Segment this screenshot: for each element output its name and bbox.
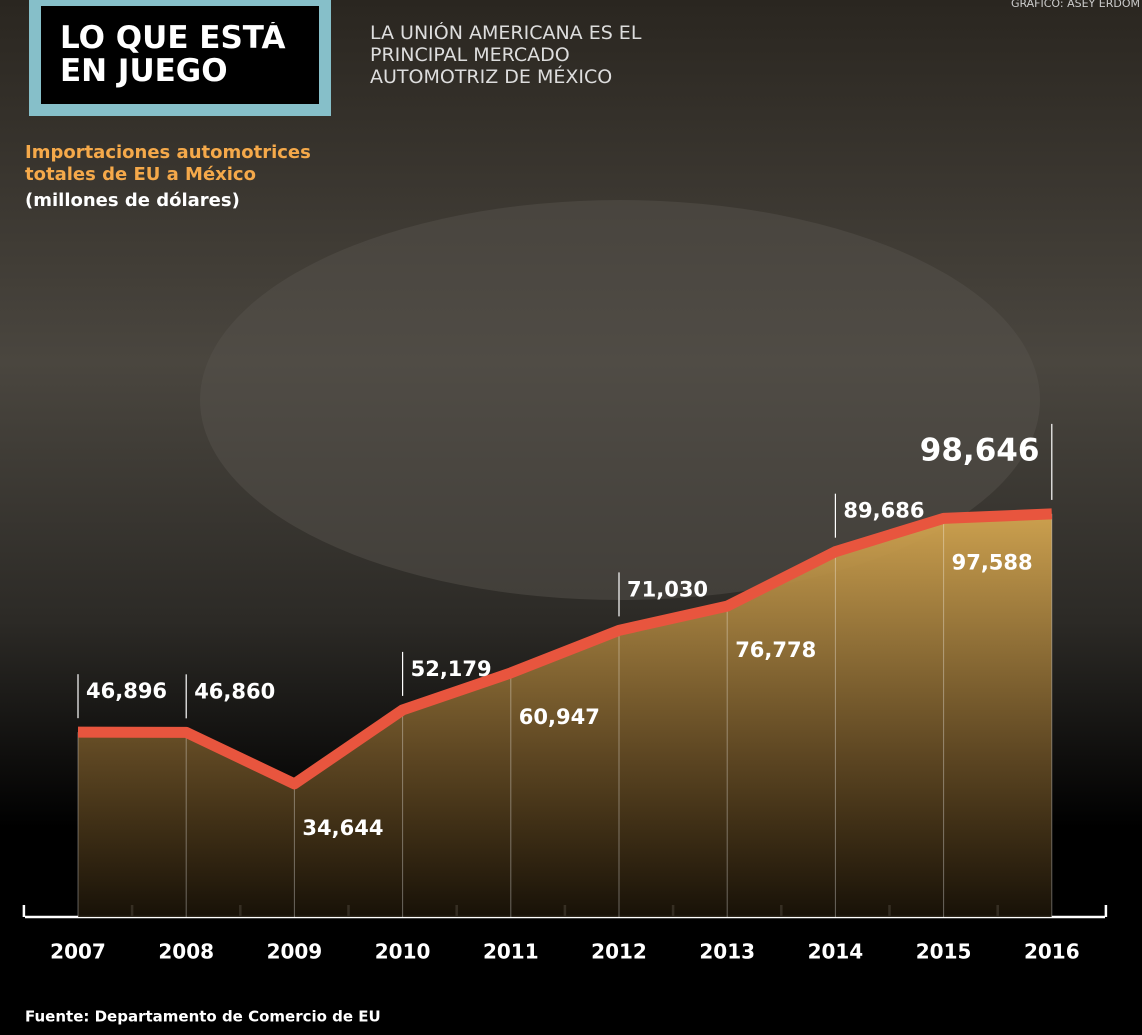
x-tick-label: 2016 [1024,940,1080,964]
source: Fuente: Departamento de Comercio de EU [25,1008,381,1026]
area [78,513,1052,917]
value-label: 76,778 [735,638,816,662]
x-tick-label: 2013 [699,940,755,964]
line [77,508,1053,790]
value-label: 46,860 [194,679,275,703]
value-label: 89,686 [843,499,924,523]
subtitle-wrap: LA UNIÓN AMERICANA ES EL PRINCIPAL MERCA… [370,22,642,88]
title-box [29,0,331,116]
value-label: 34,644 [302,816,383,840]
y-label: Importaciones automotrices totales de EU… [25,142,311,185]
value-label: 46,896 [86,679,167,703]
value-label: 52,179 [411,657,492,681]
x-tick-label: 2008 [158,940,214,964]
y-unit: (millones de dólares) [25,190,240,211]
value-label: 98,646 [920,432,1040,468]
credit: GRÁFICO: ASEY ERDOM [1011,0,1140,10]
value-label: 97,588 [952,550,1033,574]
title: LO QUE ESTÁ EN JUEGO [60,22,286,89]
x-tick-label: 2015 [916,940,972,964]
x-tick-label: 2010 [375,940,431,964]
value-label: 71,030 [627,577,708,601]
title-wrap: LO QUE ESTÁ EN JUEGO [60,22,286,89]
ylabel-wrap: Importaciones automotrices totales de EU… [25,142,311,185]
car-photo [200,200,1040,600]
x-tick-label: 2012 [591,940,647,964]
x-tick-label: 2009 [267,940,323,964]
x-tick-label: 2014 [808,940,864,964]
x-tick-label: 2007 [50,940,106,964]
value-label: 60,947 [519,705,600,729]
subtitle: LA UNIÓN AMERICANA ES EL PRINCIPAL MERCA… [370,22,642,88]
x-tick-label: 2011 [483,940,539,964]
